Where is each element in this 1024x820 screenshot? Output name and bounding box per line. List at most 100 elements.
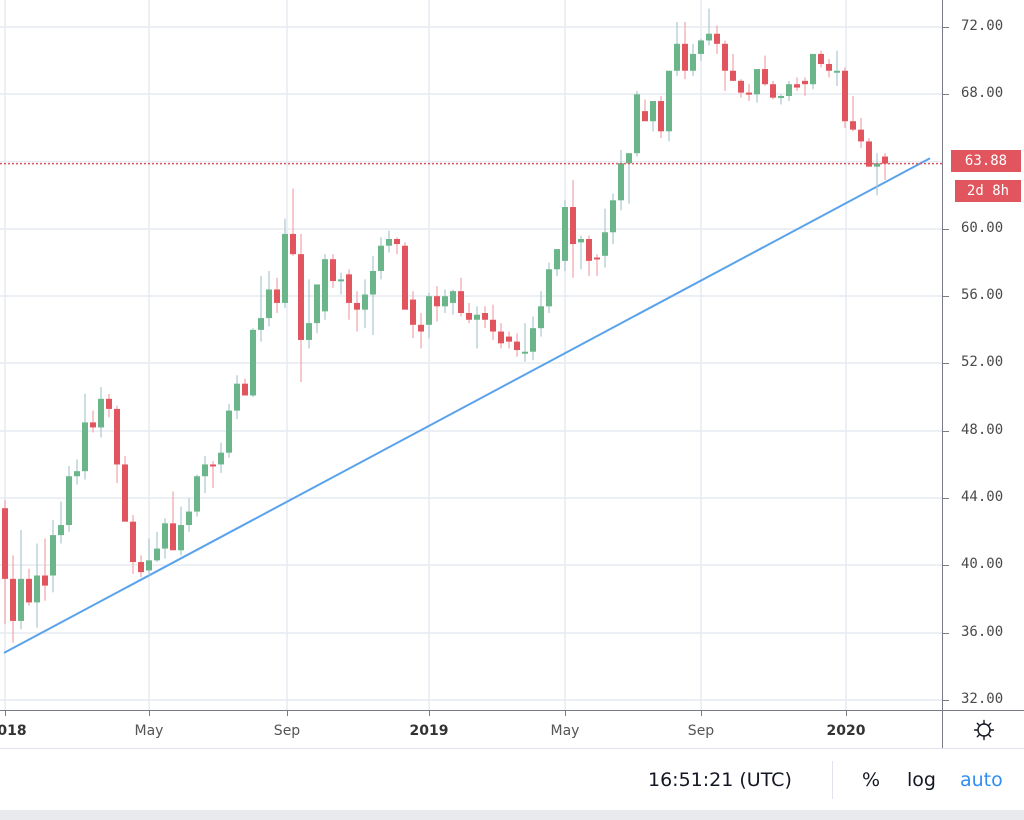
time-tick-label: Sep bbox=[687, 723, 715, 739]
countdown-badge: 2d 8h bbox=[955, 180, 1021, 202]
candle-body bbox=[82, 422, 88, 472]
candle-body bbox=[298, 254, 304, 340]
candle-body bbox=[66, 476, 72, 526]
candle-body bbox=[402, 245, 408, 310]
percent-scale-toggle[interactable]: % bbox=[862, 769, 881, 791]
candle-body bbox=[690, 53, 696, 71]
price-tick-label: 32.00 bbox=[961, 691, 1004, 707]
current-price-badge: 63.88 bbox=[951, 150, 1021, 172]
candle-body bbox=[674, 43, 680, 71]
price-tick-label: 68.00 bbox=[961, 85, 1004, 101]
log-scale-toggle[interactable]: log bbox=[907, 769, 936, 791]
price-tick bbox=[943, 27, 949, 28]
candle-body bbox=[146, 560, 152, 571]
candle-body bbox=[322, 259, 328, 312]
candle-body bbox=[522, 351, 528, 354]
candle-body bbox=[826, 64, 832, 71]
bottom-toolbar: 16:51:21 (UTC) % log auto bbox=[0, 748, 1024, 811]
bottom-strip bbox=[0, 810, 1024, 820]
toolbar-divider bbox=[832, 761, 833, 799]
candle-body bbox=[562, 207, 568, 261]
price-tick bbox=[943, 296, 949, 297]
candle-body bbox=[810, 53, 816, 85]
candle-body bbox=[570, 207, 576, 245]
candle-body bbox=[866, 141, 872, 167]
candle-body bbox=[770, 84, 776, 98]
candle-body bbox=[730, 70, 736, 81]
candle-body bbox=[394, 238, 400, 245]
candle-body bbox=[290, 233, 296, 255]
candle-body bbox=[722, 43, 728, 71]
price-tick-label: 56.00 bbox=[961, 287, 1004, 303]
candle-body bbox=[226, 410, 232, 453]
time-tick-label: Sep bbox=[273, 723, 301, 739]
candle-body bbox=[418, 324, 424, 332]
candle-body bbox=[42, 575, 48, 586]
candle-body bbox=[138, 562, 144, 573]
price-tick bbox=[943, 565, 949, 566]
candle-body bbox=[378, 245, 384, 271]
auto-scale-toggle[interactable]: auto bbox=[960, 769, 1003, 791]
candle-body bbox=[458, 291, 464, 314]
candle-body bbox=[410, 299, 416, 325]
candle-body bbox=[506, 336, 512, 342]
candle-body bbox=[50, 535, 56, 576]
clock-time[interactable]: 16:51:21 (UTC) bbox=[648, 769, 792, 791]
trend-line bbox=[3, 157, 931, 654]
candle-body bbox=[106, 398, 112, 409]
price-tick bbox=[943, 700, 949, 701]
candle-body bbox=[186, 511, 192, 526]
gear-icon bbox=[973, 719, 995, 741]
price-tick-label: 52.00 bbox=[961, 354, 1004, 370]
candle-body bbox=[802, 80, 808, 85]
candle-body bbox=[114, 408, 120, 465]
candle-body bbox=[154, 548, 160, 561]
price-tick bbox=[943, 363, 949, 364]
price-tick-label: 36.00 bbox=[961, 624, 1004, 640]
price-tick-label: 60.00 bbox=[961, 220, 1004, 236]
candle-body bbox=[338, 279, 344, 282]
candle-body bbox=[370, 270, 376, 295]
candle-body bbox=[234, 383, 240, 411]
candle-body bbox=[34, 575, 40, 603]
price-axis[interactable]: 72.00 68.00 60.00 56.00 52.00 48.00 44.00 40.00… bbox=[942, 0, 1024, 710]
time-tick-label: 018 bbox=[0, 723, 27, 739]
time-tick bbox=[429, 711, 430, 716]
time-tick bbox=[5, 711, 6, 716]
candle-body bbox=[490, 319, 496, 332]
price-tick-label: 48.00 bbox=[961, 422, 1004, 438]
candle-body bbox=[762, 69, 768, 85]
candle-body bbox=[274, 289, 280, 303]
candlestick-chart[interactable] bbox=[0, 0, 942, 710]
candle-body bbox=[314, 284, 320, 324]
price-tick bbox=[943, 633, 949, 634]
candle-body bbox=[482, 313, 488, 320]
candle-body bbox=[498, 331, 504, 344]
chart-pane[interactable] bbox=[0, 0, 942, 710]
candle-body bbox=[786, 84, 792, 96]
candle-body bbox=[586, 238, 592, 261]
candle-body bbox=[98, 398, 104, 428]
candle-body bbox=[466, 313, 472, 320]
candle-body bbox=[18, 578, 24, 621]
candle-body bbox=[242, 383, 248, 396]
candle-body bbox=[442, 296, 448, 307]
candle-body bbox=[738, 80, 744, 93]
candle-body bbox=[882, 156, 888, 164]
candle-body bbox=[122, 464, 128, 522]
candle-body bbox=[610, 200, 616, 233]
candle-body bbox=[842, 70, 848, 122]
time-tick bbox=[565, 711, 566, 716]
candle-body bbox=[282, 233, 288, 303]
time-tick-label: 2020 bbox=[826, 723, 866, 739]
candle-body bbox=[330, 259, 336, 282]
candle-body bbox=[618, 163, 624, 201]
candle-body bbox=[362, 294, 368, 310]
candle-body bbox=[170, 523, 176, 551]
candle-body bbox=[746, 92, 752, 95]
chart-settings-button[interactable] bbox=[942, 710, 1024, 749]
time-axis[interactable]: 018 May Sep 2019 May Sep 2020 bbox=[0, 710, 942, 749]
candle-body bbox=[594, 257, 600, 260]
candle-body bbox=[818, 53, 824, 65]
candle-body bbox=[90, 422, 96, 428]
